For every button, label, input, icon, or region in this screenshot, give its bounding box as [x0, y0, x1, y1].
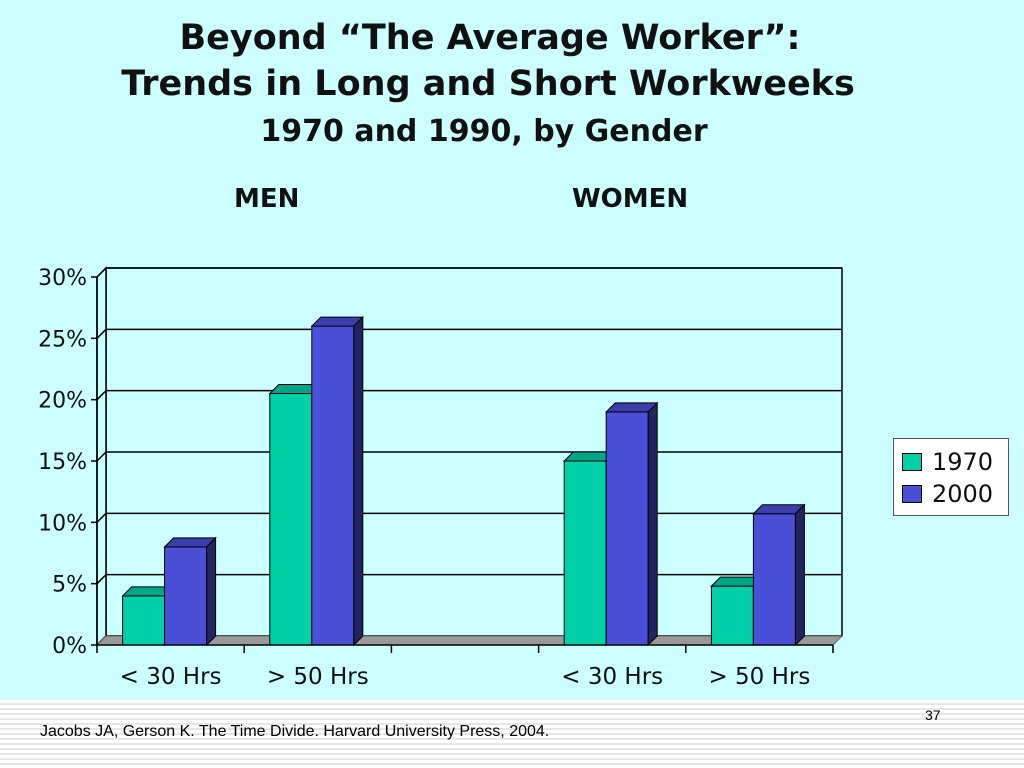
citation: Jacobs JA, Gerson K. The Time Divide. Ha…	[40, 723, 550, 740]
bar-chart: 0% 5% 10% 15% 20% 25% 30% < 30 Hrs > 50 Hrs < 30 …	[38, 266, 844, 690]
footer-stripe	[0, 700, 1024, 768]
bar-side	[647, 401, 658, 647]
y-tick-label-6: 30%	[38, 266, 87, 291]
slide-title-line-2: Trends in Long and Short Workweeks	[121, 64, 855, 104]
gridline-4	[96, 389, 842, 401]
y-tick-label-3: 15%	[38, 450, 87, 475]
group-label-women: WOMEN	[572, 184, 689, 214]
legend-item-2000: 2000	[902, 479, 993, 509]
slide-background: Beyond “The Average Worker”: Trends in L…	[0, 0, 1024, 700]
legend-item-1970: 1970	[902, 447, 993, 477]
legend-label-2000: 2000	[932, 480, 994, 508]
bar-2000-0	[163, 536, 217, 647]
x-tick-label-4: > 50 Hrs	[708, 664, 810, 690]
x-tick-label-0: < 30 Hrs	[120, 664, 222, 690]
bar-front	[752, 513, 796, 646]
slide-subtitle: 1970 and 1990, by Gender	[260, 114, 708, 149]
bar-front	[710, 585, 754, 646]
bar-front	[269, 393, 313, 646]
gridline-5	[96, 328, 842, 339]
bar-side	[794, 503, 805, 647]
chart-legend: 1970 2000	[893, 438, 1009, 516]
bar-side	[206, 536, 217, 647]
legend-label-1970: 1970	[932, 448, 994, 476]
bar-front	[605, 411, 649, 646]
y-tick-label-2: 10%	[38, 511, 87, 536]
y-tick-label-1: 5%	[52, 573, 87, 598]
bar-2000-1	[310, 315, 365, 647]
chart-bars	[121, 315, 806, 647]
gridline-6	[96, 267, 842, 278]
bar-2000-3	[604, 401, 659, 647]
y-tick-label-5: 25%	[38, 327, 87, 352]
slide-title-line-1: Beyond “The Average Worker”:	[179, 18, 801, 58]
y-tick-label-4: 20%	[38, 389, 87, 414]
bar-side	[353, 315, 364, 647]
bar-front	[122, 595, 166, 646]
bar-2000-4	[752, 503, 806, 647]
bar-front	[164, 546, 208, 646]
x-tick-label-3: < 30 Hrs	[561, 664, 663, 690]
page-number: 37	[925, 707, 941, 723]
legend-swatch-1970	[902, 453, 922, 471]
y-tick-label-0: 0%	[52, 634, 87, 659]
group-label-men: MEN	[234, 184, 300, 214]
legend-swatch-2000	[902, 485, 922, 503]
x-tick-label-1: > 50 Hrs	[267, 664, 369, 690]
chart-axes: 0% 5% 10% 15% 20% 25% 30% < 30 Hrs > 50 Hrs < 30 …	[38, 266, 834, 690]
bar-front	[311, 325, 355, 646]
bar-front	[563, 460, 607, 646]
